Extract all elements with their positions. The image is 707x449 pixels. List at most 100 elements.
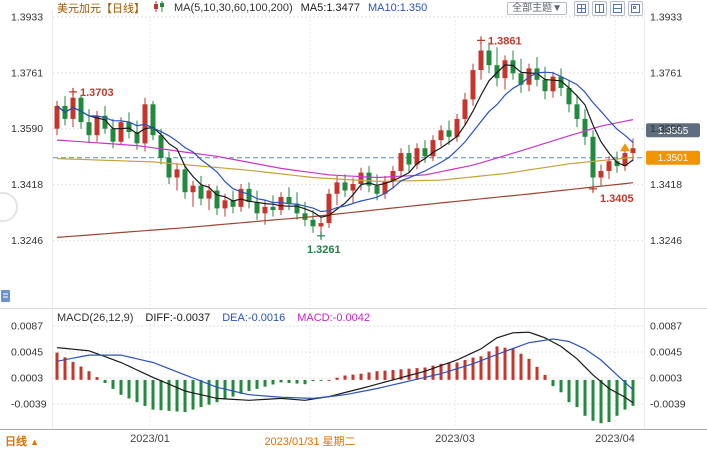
ma5-label: MA5:1.3477 (300, 2, 360, 14)
macd-histogram (55, 346, 635, 424)
candle[interactable] (118, 117, 124, 145)
candle[interactable] (230, 190, 236, 214)
candle[interactable] (558, 68, 564, 97)
candle[interactable] (278, 192, 284, 215)
price-axis-label: 1.3418 (650, 179, 682, 191)
annotation-label: 1.3703 (80, 87, 114, 99)
candle[interactable] (494, 47, 500, 87)
candle[interactable] (270, 195, 276, 217)
candle[interactable] (574, 94, 580, 128)
candle[interactable] (358, 167, 364, 191)
candle[interactable] (622, 148, 628, 171)
candle[interactable] (166, 151, 172, 185)
gridlines (0, 10, 707, 430)
candle[interactable] (86, 109, 92, 144)
candle[interactable] (430, 135, 436, 162)
price-axis-label: 1.3246 (650, 235, 682, 247)
theme-selector-button[interactable]: 全部主题▼ (507, 2, 567, 15)
candle[interactable] (550, 71, 556, 98)
candle[interactable] (446, 120, 452, 146)
candle[interactable] (462, 92, 468, 126)
candle[interactable] (406, 145, 412, 173)
candle[interactable] (342, 174, 348, 197)
macd-axis-label: 0.0003 (11, 373, 43, 385)
candle[interactable] (126, 112, 132, 139)
period-selector[interactable]: 日线 ▲ (5, 433, 39, 449)
candle[interactable] (182, 166, 188, 199)
candle[interactable] (150, 101, 156, 141)
candle[interactable] (310, 210, 316, 233)
period-label: 日线 (5, 436, 27, 448)
candle[interactable] (254, 190, 260, 220)
candle[interactable] (374, 174, 380, 201)
candle[interactable] (438, 125, 444, 147)
layout-single-pane-icon[interactable] (628, 1, 643, 16)
macd-title: MACD(26,12,9) (57, 312, 134, 324)
candle[interactable] (398, 148, 404, 176)
candle[interactable] (414, 143, 420, 170)
candle[interactable] (222, 193, 228, 217)
candlestick-series[interactable] (54, 40, 636, 236)
macd-axis-label: 0.0045 (650, 347, 682, 359)
price-axis-label: 1.3933 (11, 12, 43, 24)
price-axis-label: 1.3590 (650, 123, 682, 135)
macd-dea-line (56, 338, 634, 400)
candle[interactable] (334, 175, 340, 206)
candle[interactable] (214, 185, 220, 215)
price-axis-label: 1.3933 (650, 12, 682, 24)
candle[interactable] (190, 180, 196, 207)
macd-axis-label: -0.0039 (650, 399, 686, 411)
candle[interactable] (174, 162, 180, 191)
candle[interactable] (366, 166, 372, 193)
latest-marker-icon (620, 143, 630, 152)
price-axis-label: 1.3761 (650, 68, 682, 80)
ma10-label: MA10:1.350 (367, 2, 428, 14)
layout-split-vertical-icon[interactable] (592, 1, 607, 16)
layout-grid-icon[interactable] (574, 1, 589, 16)
pane-handle-icon[interactable] (1, 289, 10, 307)
candle[interactable] (390, 166, 396, 189)
candle[interactable] (470, 63, 476, 106)
macd-axis-label: 0.0045 (11, 347, 43, 359)
candle[interactable] (518, 58, 524, 93)
macd-axis-label: 0.0003 (650, 373, 682, 385)
time-axis-bar: 日线 ▲ 2023/01 2023/01/31 星期二 2023/03 2023/04 (0, 431, 707, 449)
layout-split-horizontal-icon[interactable] (610, 1, 625, 16)
plus-marker-icon (477, 36, 485, 45)
candle[interactable] (70, 91, 76, 127)
candle[interactable] (598, 164, 604, 186)
macd-axis-label: -0.0039 (11, 399, 47, 411)
kline-indicator-icon[interactable] (153, 1, 166, 15)
candle[interactable] (326, 188, 332, 228)
x-axis-label: 2023/03 (435, 433, 475, 445)
ma-line-ma200 (56, 182, 634, 238)
macd-lines (56, 331, 634, 404)
candle[interactable] (206, 184, 212, 211)
plus-marker-icon (589, 184, 597, 193)
candle[interactable] (246, 182, 252, 209)
candle[interactable] (238, 184, 244, 212)
candle[interactable] (582, 109, 588, 145)
price-axis-label: 1.3418 (11, 179, 43, 191)
annotation-label: 1.3861 (488, 35, 522, 47)
period-arrow-icon: ▲ (30, 437, 39, 447)
chart-header: 美元加元【日线】 MA(5,10,30,60,100,200) MA5:1.34… (0, 0, 707, 16)
candle[interactable] (534, 57, 540, 87)
annotation-label: 1.3405 (600, 193, 634, 205)
candle[interactable] (590, 130, 596, 189)
candle[interactable] (54, 101, 60, 136)
ma-overlays (56, 64, 634, 238)
price-axis-label: 1.3590 (11, 123, 43, 135)
candle[interactable] (382, 175, 388, 199)
candle[interactable] (350, 177, 356, 204)
x-axis-label: 2023/01 (130, 433, 170, 445)
candle[interactable] (566, 79, 572, 113)
candle[interactable] (502, 55, 508, 90)
x-axis-label: 2023/04 (595, 433, 635, 445)
candle[interactable] (478, 40, 484, 80)
price-axis-label: 1.3246 (11, 235, 43, 247)
candle[interactable] (486, 42, 492, 74)
header-toolbar: 全部主题▼ (507, 1, 643, 16)
candle[interactable] (198, 175, 204, 206)
